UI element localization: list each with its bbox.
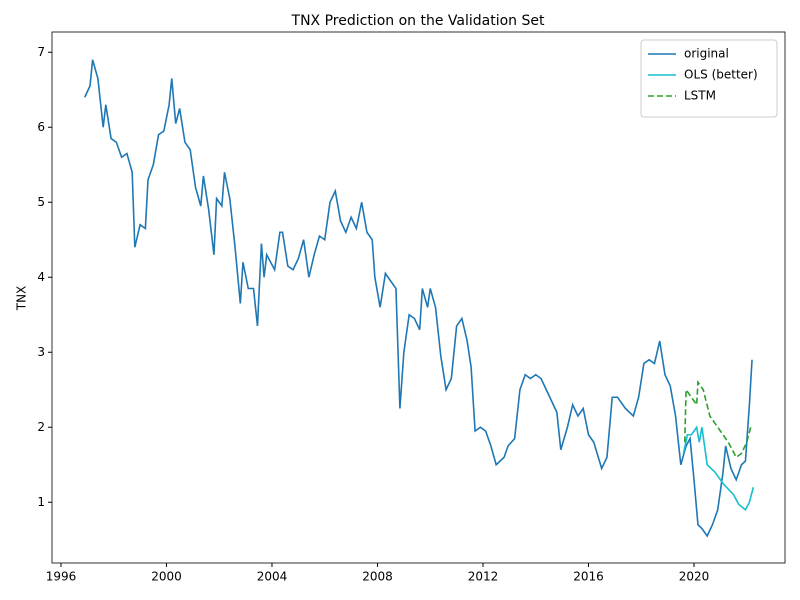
series-line — [83, 59, 753, 538]
x-tick-label: 2008 — [362, 570, 393, 584]
y-tick-label: 5 — [37, 195, 45, 209]
legend-box — [640, 39, 778, 118]
x-tick-label: 2012 — [468, 570, 499, 584]
y-axis-label: TNX — [15, 286, 29, 312]
series-line — [682, 425, 755, 511]
plot-frame — [51, 31, 786, 564]
x-tick-label: 2016 — [573, 570, 604, 584]
x-tick-label: 2020 — [679, 570, 710, 584]
x-tick-label: 2000 — [151, 570, 182, 584]
y-tick-label: 7 — [37, 45, 45, 59]
chart-title: TNX Prediction on the Validation Set — [291, 13, 545, 29]
legend-label: original — [684, 47, 729, 61]
legend-label: LSTM — [684, 89, 716, 103]
x-tick-label: 1996 — [46, 570, 77, 584]
series-line — [683, 379, 752, 459]
x-tick-label: 2004 — [257, 570, 288, 584]
y-tick-label: 2 — [37, 420, 45, 434]
legend-label: OLS (better) — [684, 68, 758, 82]
y-tick-label: 3 — [37, 345, 45, 359]
y-tick-label: 4 — [37, 270, 45, 284]
y-tick-label: 6 — [37, 120, 45, 134]
y-tick-label: 1 — [37, 495, 45, 509]
